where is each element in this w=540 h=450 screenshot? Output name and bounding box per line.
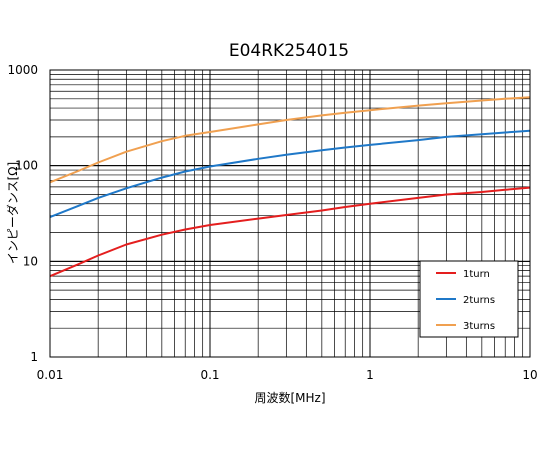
x-tick-label: 0.01 (37, 368, 64, 382)
x-tick-label: 10 (522, 368, 537, 382)
y-axis-label: インピーダンス[Ω] (5, 162, 20, 264)
y-tick-label: 1 (30, 350, 38, 364)
legend: 1turn 2turns 3turns (419, 260, 519, 338)
series-line-1turn (49, 186, 531, 278)
legend-label-1turn: 1turn (463, 269, 490, 280)
series-line-2turns (49, 129, 531, 219)
x-tick-label: 1 (366, 368, 374, 382)
y-tick-label: 100 (15, 159, 38, 173)
x-tick-label: 0.1 (200, 368, 219, 382)
chart-title: E04RK254015 (229, 41, 349, 61)
tick-labels: 0.01 0.1 1 10 1 10 100 1000 (7, 63, 537, 382)
plot-frame (49, 69, 531, 358)
series-line-3turns (49, 96, 531, 184)
series-lines (49, 96, 531, 278)
legend-label-2turns: 2turns (463, 295, 495, 306)
y-tick-label: 10 (23, 254, 38, 268)
legend-label-3turns: 3turns (463, 321, 495, 332)
y-tick-label: 1000 (7, 63, 38, 77)
x-axis-label: 周波数[MHz] (254, 390, 325, 405)
